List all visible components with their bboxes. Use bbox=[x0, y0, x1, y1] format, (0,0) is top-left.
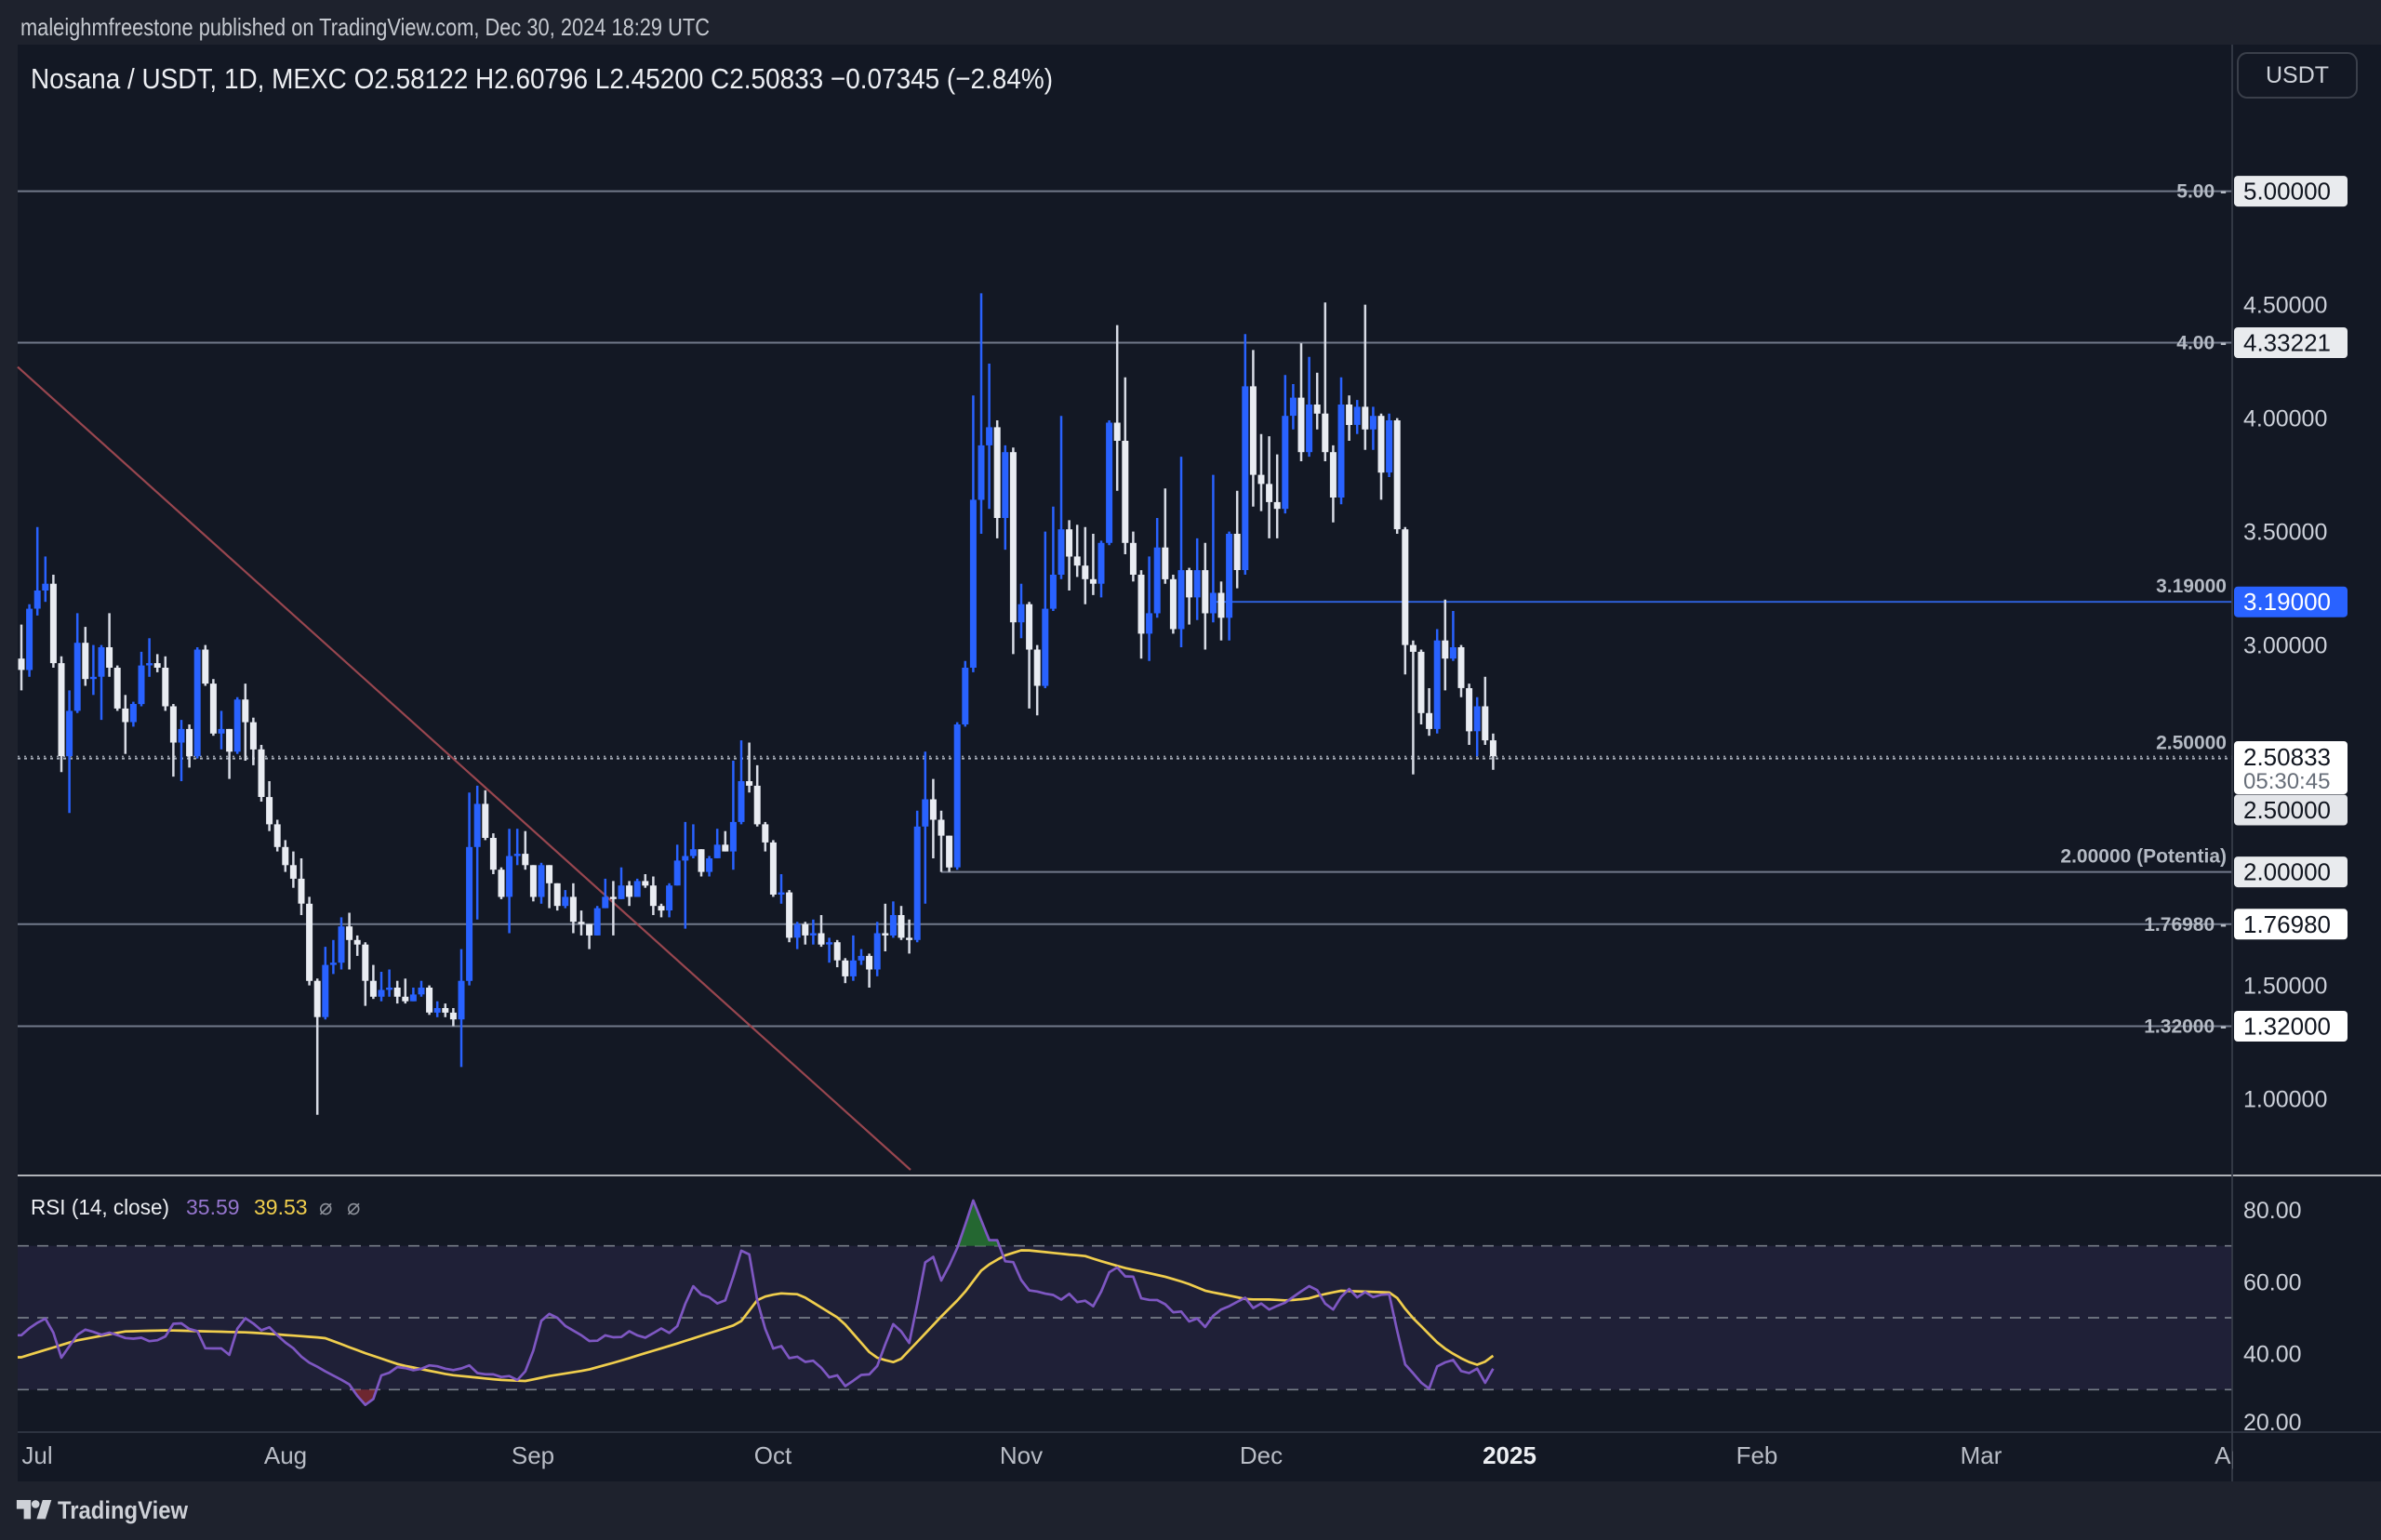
svg-text:60.00: 60.00 bbox=[2243, 1269, 2302, 1295]
svg-text:20.00: 20.00 bbox=[2243, 1410, 2302, 1436]
svg-text:5.00000: 5.00000 bbox=[2243, 178, 2331, 206]
svg-text:4.50000: 4.50000 bbox=[2243, 293, 2327, 319]
svg-text:3.50000: 3.50000 bbox=[2243, 520, 2327, 546]
svg-text:1.00000: 1.00000 bbox=[2243, 1087, 2327, 1113]
svg-text:2.50000: 2.50000 bbox=[2156, 733, 2227, 754]
svg-text:35.59: 35.59 bbox=[186, 1195, 240, 1219]
svg-text:1.50000: 1.50000 bbox=[2243, 974, 2327, 1000]
svg-text:Dec: Dec bbox=[1240, 1441, 1283, 1469]
svg-text:4.00000: 4.00000 bbox=[2243, 406, 2327, 432]
svg-text:2.50000: 2.50000 bbox=[2243, 796, 2331, 824]
svg-text:USDT: USDT bbox=[2266, 62, 2329, 88]
svg-text:39.53: 39.53 bbox=[254, 1195, 308, 1219]
svg-text:4.00 -: 4.00 - bbox=[2176, 333, 2227, 354]
svg-text:Mar: Mar bbox=[1961, 1441, 2002, 1469]
svg-text:Nov: Nov bbox=[1000, 1441, 1043, 1469]
svg-text:1.76980: 1.76980 bbox=[2243, 910, 2331, 938]
svg-text:80.00: 80.00 bbox=[2243, 1198, 2302, 1224]
svg-text:⌀: ⌀ bbox=[319, 1195, 332, 1220]
svg-text:2.00000 (Potentia): 2.00000 (Potentia) bbox=[2060, 846, 2227, 868]
svg-text:Feb: Feb bbox=[1736, 1441, 1778, 1469]
svg-text:⌀: ⌀ bbox=[347, 1195, 360, 1220]
svg-text:Sep: Sep bbox=[512, 1441, 554, 1469]
svg-text:TradingView: TradingView bbox=[58, 1496, 189, 1524]
svg-text:Jul: Jul bbox=[21, 1441, 52, 1469]
svg-text:RSI (14, close): RSI (14, close) bbox=[31, 1195, 169, 1219]
svg-text:4.33221: 4.33221 bbox=[2243, 329, 2331, 357]
svg-text:1.76980 -: 1.76980 - bbox=[2144, 914, 2227, 936]
svg-text:2.00000: 2.00000 bbox=[2243, 858, 2331, 886]
svg-text:Nosana / USDT, 1D, MEXC O2.58: Nosana / USDT, 1D, MEXC O2.58122 H2.6079… bbox=[31, 62, 1053, 95]
svg-text:5.00 -: 5.00 - bbox=[2176, 181, 2227, 203]
svg-text:3.19000: 3.19000 bbox=[2156, 576, 2227, 597]
svg-text:40.00: 40.00 bbox=[2243, 1342, 2302, 1368]
svg-text:Aug: Aug bbox=[264, 1441, 307, 1469]
svg-text:3.00000: 3.00000 bbox=[2243, 633, 2327, 659]
svg-text:2025: 2025 bbox=[1483, 1441, 1536, 1469]
svg-text:1.32000 -: 1.32000 - bbox=[2144, 1016, 2227, 1038]
svg-text:maleighmfreestone published on: maleighmfreestone published on TradingVi… bbox=[20, 13, 710, 41]
svg-text:3.19000: 3.19000 bbox=[2243, 588, 2331, 616]
svg-text:05:30:45: 05:30:45 bbox=[2243, 769, 2330, 794]
svg-text:2.50833: 2.50833 bbox=[2243, 743, 2331, 771]
svg-text:Oct: Oct bbox=[754, 1441, 792, 1469]
svg-text:1.32000: 1.32000 bbox=[2243, 1013, 2331, 1041]
